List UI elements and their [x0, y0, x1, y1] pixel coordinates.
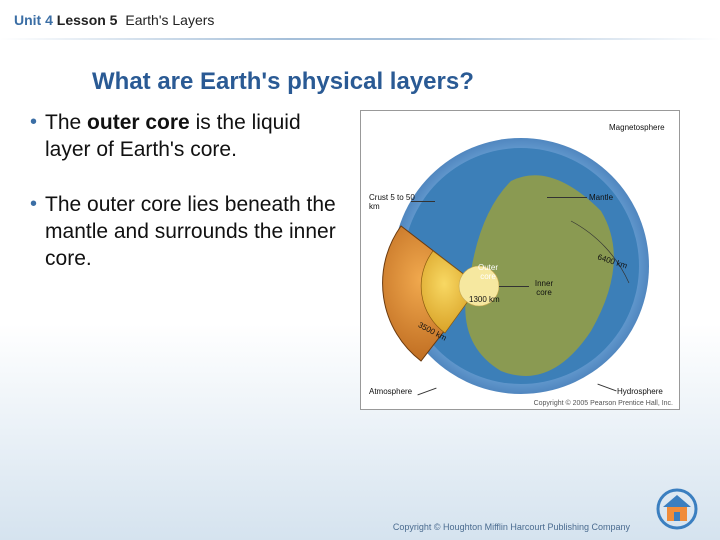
- label-atmosphere: Atmosphere: [369, 387, 412, 396]
- list-item: • The outer core lies beneath the mantle…: [30, 192, 350, 273]
- label-outer-core: Outer core: [473, 263, 503, 281]
- earth-svg: [361, 111, 680, 410]
- diagram-copyright: Copyright © 2005 Pearson Prentice Hall, …: [534, 400, 673, 407]
- lesson-label: Lesson 5: [57, 12, 118, 28]
- bullet-text: The outer core is the liquid layer of Ea…: [45, 110, 350, 164]
- label-inner-core: Inner core: [529, 279, 559, 297]
- label-hydrosphere: Hydrosphere: [617, 387, 663, 396]
- leader-line: [499, 286, 529, 287]
- page-title: What are Earth's physical layers?: [0, 40, 720, 110]
- label-1300km: 1300 km: [469, 295, 500, 304]
- bullet-dot-icon: •: [30, 192, 37, 273]
- content-row: • The outer core is the liquid layer of …: [0, 110, 720, 410]
- home-icon: [656, 488, 698, 530]
- label-mantle: Mantle: [589, 193, 613, 202]
- slide-footer: Copyright © Houghton Mifflin Harcourt Pu…: [393, 522, 630, 532]
- bullet-list: • The outer core is the liquid layer of …: [30, 110, 350, 410]
- label-crust: Crust 5 to 50 km: [369, 193, 419, 211]
- bullet-text: The outer core lies beneath the mantle a…: [45, 192, 350, 273]
- label-magnetosphere: Magnetosphere: [609, 123, 665, 132]
- bullet-dot-icon: •: [30, 110, 37, 164]
- slide-header: Unit 4 Lesson 5 Earth's Layers: [0, 0, 720, 34]
- earth-layers-diagram: Magnetosphere Mantle Crust 5 to 50 km Ou…: [360, 110, 680, 410]
- header-divider: [0, 38, 720, 40]
- topic-label: Earth's Layers: [125, 12, 214, 28]
- home-button[interactable]: [656, 488, 698, 530]
- leader-line: [411, 201, 435, 202]
- unit-label: Unit 4: [14, 12, 53, 28]
- leader-line: [547, 197, 587, 198]
- list-item: • The outer core is the liquid layer of …: [30, 110, 350, 164]
